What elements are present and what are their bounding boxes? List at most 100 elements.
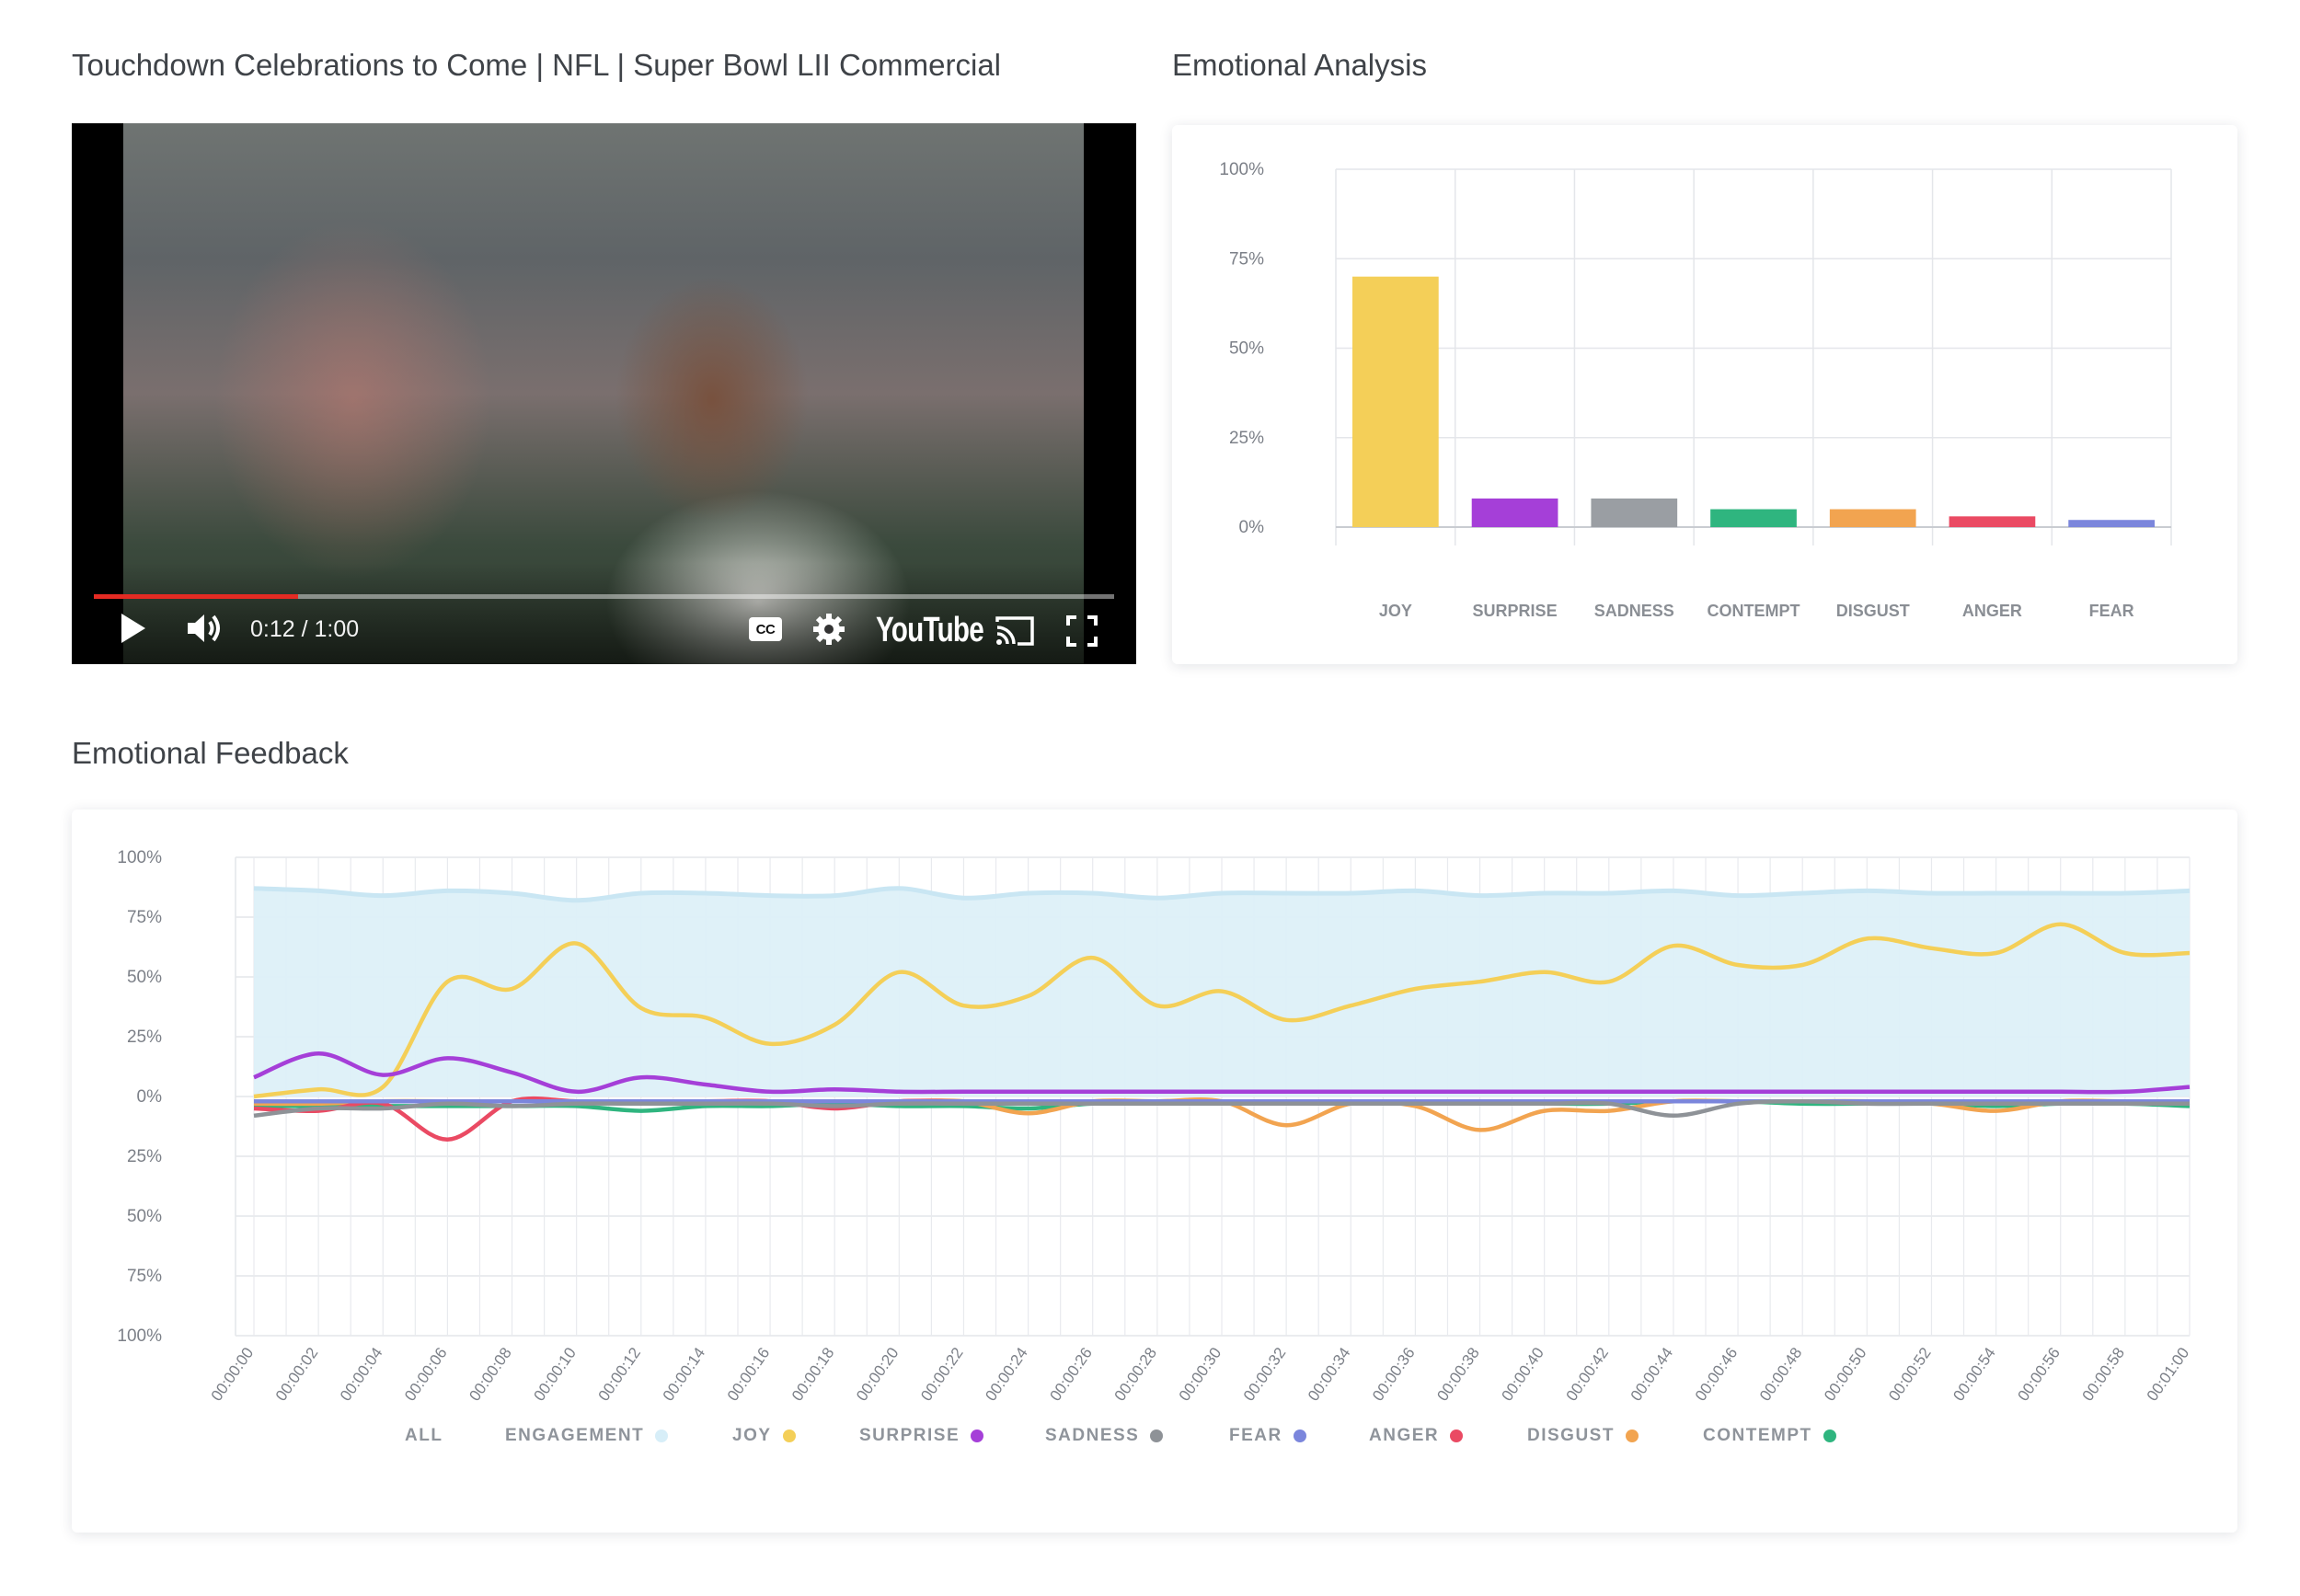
legend-item-sadness[interactable]: SADNESS — [1045, 1426, 1164, 1446]
legend-item-disgust[interactable]: DISGUST — [1527, 1426, 1639, 1446]
legend-item-all[interactable]: ALL — [405, 1426, 443, 1446]
y-tick-label: 50% — [127, 968, 162, 987]
y-tick-label: 0% — [1239, 518, 1265, 537]
y-tick-label: 100% — [1219, 160, 1264, 179]
x-tick-label: 00:00:26 — [1046, 1344, 1096, 1404]
legend-label: DISGUST — [1527, 1426, 1615, 1445]
legend-label: CONTEMPT — [1703, 1426, 1812, 1445]
x-tick-label: 00:00:10 — [530, 1344, 580, 1404]
x-tick-label: 00:00:28 — [1111, 1344, 1161, 1404]
x-tick-label: 00:00:00 — [208, 1344, 258, 1404]
x-tick-label: 00:00:44 — [1627, 1344, 1677, 1404]
legend-item-anger[interactable]: ANGER — [1369, 1426, 1464, 1446]
legend-label: JOY — [732, 1426, 772, 1445]
series-surprise-line[interactable] — [253, 1051, 2191, 1095]
legend-item-surprise[interactable]: SURPRISE — [859, 1426, 984, 1446]
category-label: FEAR — [2089, 602, 2134, 620]
player-control-bar — [72, 563, 1136, 664]
bar-surprise[interactable] — [1471, 498, 1558, 527]
x-tick-label: 00:00:20 — [853, 1344, 903, 1404]
progress-fill — [94, 594, 298, 599]
x-tick-label: 00:00:12 — [595, 1344, 645, 1404]
x-tick-label: 00:00:50 — [1821, 1344, 1870, 1404]
series-joy-line[interactable] — [253, 922, 2191, 1099]
x-tick-label: 00:00:18 — [788, 1344, 838, 1404]
y-tick-label: 75% — [127, 908, 162, 927]
emotion-bar-chart: 100% 75% 50% 25% 0% JOY SURPRISE SADNESS CONTEMP… — [1219, 160, 2172, 620]
legend-dot — [1450, 1430, 1464, 1442]
bar-anger[interactable] — [1949, 516, 2036, 527]
play-icon[interactable] — [118, 611, 149, 646]
x-tick-label: 00:00:08 — [466, 1344, 515, 1404]
feedback-title: Emotional Feedback — [72, 736, 349, 770]
legend-dot — [1293, 1430, 1306, 1442]
feedback-card: 100% 75% 50% 25% 0% 25% 50% 75% 100% 00:00:00 00:0… — [72, 809, 2237, 1533]
y-tick-label: 100% — [117, 1326, 162, 1346]
x-tick-label: 00:00:14 — [660, 1344, 709, 1404]
legend-item-joy[interactable]: JOY — [732, 1426, 796, 1446]
bar-joy[interactable] — [1352, 276, 1439, 527]
legend-dot — [655, 1430, 669, 1442]
y-tick-label: 50% — [127, 1207, 162, 1226]
legend-dot — [971, 1430, 984, 1442]
x-tick-label: 00:00:02 — [272, 1344, 322, 1404]
legend-item-contempt[interactable]: CONTEMPT — [1703, 1426, 1836, 1446]
category-label: JOY — [1379, 602, 1412, 620]
category-label: SURPRISE — [1473, 602, 1558, 620]
x-tick-label: 00:00:04 — [337, 1344, 386, 1404]
chart-legend: ALL ENGAGEMENT JOY SURPRISE SADNESS FEAR ANGER… — [0, 1426, 2300, 1453]
category-label: ANGER — [1962, 602, 2022, 620]
analysis-title: Emotional Analysis — [1172, 48, 1427, 82]
fullscreen-icon[interactable] — [1065, 614, 1098, 648]
y-tick-label: 100% — [117, 848, 162, 867]
x-tick-label: 00:00:16 — [724, 1344, 774, 1404]
x-tick-label: 00:00:32 — [1240, 1344, 1290, 1404]
series-engagement-line[interactable] — [253, 886, 2191, 903]
legend-label: ANGER — [1369, 1426, 1440, 1445]
x-tick-label: 00:00:30 — [1176, 1344, 1225, 1404]
legend-item-engagement[interactable]: ENGAGEMENT — [505, 1426, 669, 1446]
legend-dot — [1823, 1430, 1836, 1442]
legend-dot — [1150, 1430, 1164, 1442]
category-label: CONTEMPT — [1708, 602, 1800, 620]
y-tick-label: 75% — [127, 1267, 162, 1286]
youtube-logo[interactable]: YouTube — [876, 611, 984, 649]
captions-button[interactable]: CC — [749, 617, 782, 641]
legend-item-fear[interactable]: FEAR — [1229, 1426, 1306, 1446]
x-tick-label: 00:00:22 — [917, 1344, 967, 1404]
series-sadness-line[interactable] — [253, 1098, 2190, 1119]
x-tick-label: 00:00:46 — [1692, 1344, 1742, 1404]
x-tick-label: 00:00:38 — [1433, 1344, 1483, 1404]
bar-fear[interactable] — [2068, 520, 2155, 527]
bar-sadness[interactable] — [1591, 498, 1678, 527]
video-title: Touchdown Celebrations to Come | NFL | S… — [72, 48, 1002, 82]
x-tick-label: 00:01:00 — [2144, 1344, 2193, 1404]
time-display: 0:12 / 1:00 — [250, 616, 360, 642]
video-player[interactable]: 0:12 / 1:00 CC YouTube — [72, 123, 1136, 664]
legend-dot — [782, 1430, 796, 1442]
bar-disgust[interactable] — [1829, 509, 1916, 527]
legend-label: SURPRISE — [859, 1426, 960, 1445]
y-tick-label: 25% — [127, 1028, 162, 1047]
x-tick-label: 00:00:34 — [1305, 1344, 1354, 1404]
volume-icon[interactable] — [186, 611, 226, 646]
bar-contempt[interactable] — [1710, 509, 1797, 527]
emotion-line-chart: 100% 75% 50% 25% 0% 25% 50% 75% 100% 00:00:00 00:0… — [117, 848, 2193, 1405]
x-tick-label: 00:00:52 — [1885, 1344, 1935, 1404]
gear-icon[interactable] — [811, 612, 846, 647]
category-label: SADNESS — [1594, 602, 1674, 620]
x-tick-label: 00:00:36 — [1369, 1344, 1419, 1404]
y-tick-label: 50% — [1229, 339, 1264, 359]
x-tick-label: 00:00:54 — [1949, 1344, 1999, 1404]
x-tick-label: 00:00:58 — [2079, 1344, 2129, 1404]
x-tick-label: 00:00:56 — [2014, 1344, 2064, 1404]
y-tick-label: 0% — [137, 1087, 163, 1107]
progress-bar[interactable] — [94, 594, 1114, 599]
legend-label: ENGAGEMENT — [505, 1426, 645, 1445]
x-tick-label: 00:00:48 — [1756, 1344, 1806, 1404]
y-tick-label: 25% — [1229, 429, 1264, 448]
cast-icon[interactable] — [994, 614, 1036, 648]
x-tick-label: 00:00:42 — [1563, 1344, 1613, 1404]
x-tick-label: 00:00:06 — [401, 1344, 451, 1404]
analysis-card: 100% 75% 50% 25% 0% JOY SURPRISE SADNESS CONTEMP… — [1172, 125, 2237, 664]
